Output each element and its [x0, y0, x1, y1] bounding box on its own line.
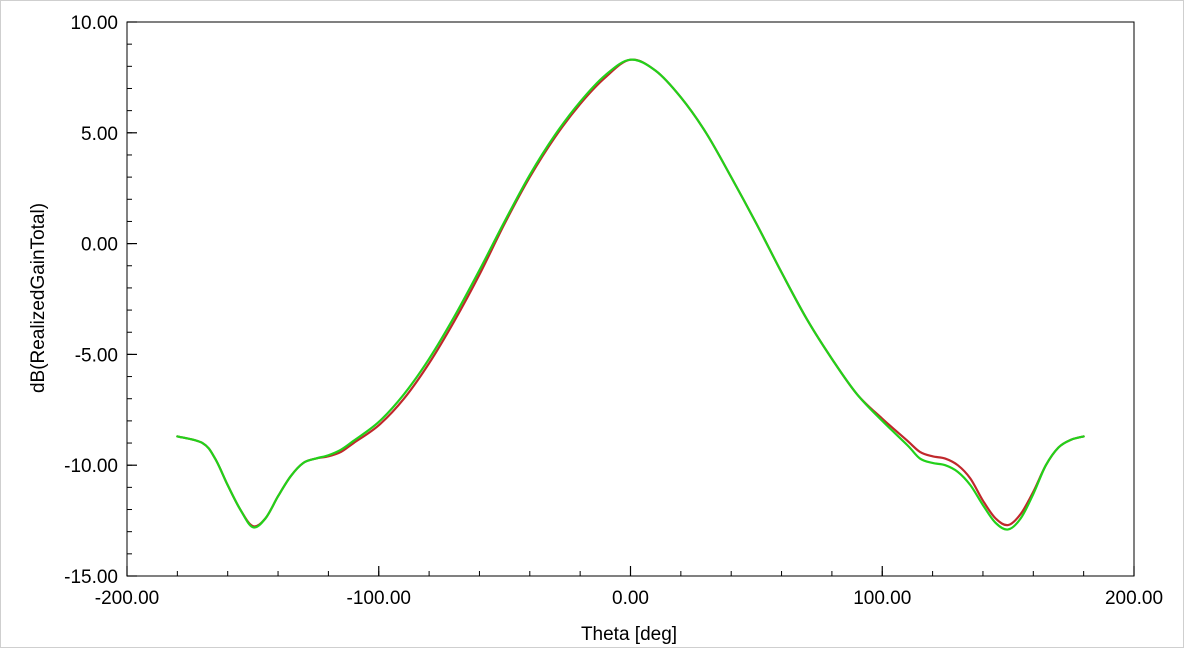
major-ticks [126, 21, 1135, 577]
x-tick-label: 200.00 [1105, 588, 1163, 609]
series-lines [176, 58, 1085, 531]
x-tick-label: 0.00 [612, 588, 649, 609]
y-tick-label: -5.00 [75, 345, 118, 366]
x-tick-label: -100.00 [347, 588, 411, 609]
x-tick-label: -200.00 [95, 588, 159, 609]
plot-border [126, 21, 1135, 577]
y-axis-title: dB(RealizedGainTotal) [28, 203, 49, 393]
x-tick-label: 100.00 [853, 588, 911, 609]
y-tick-label: -10.00 [64, 456, 118, 477]
series-line-1 [176, 58, 1085, 528]
y-tick-label: -15.00 [64, 567, 118, 588]
x-axis-title: Theta [deg] [581, 624, 677, 645]
minor-ticks [126, 21, 1135, 577]
y-tick-label: 0.00 [81, 235, 118, 256]
plot-area [126, 21, 1135, 577]
x-tick-labels: -200.00 -100.00 0.00 100.00 200.00 [95, 588, 1163, 609]
y-tick-labels: -15.00 -10.00 -5.00 0.00 5.00 10.00 [64, 13, 118, 588]
y-tick-label: 5.00 [81, 124, 118, 145]
series-line-2 [176, 58, 1085, 531]
y-tick-label: 10.00 [70, 13, 118, 34]
